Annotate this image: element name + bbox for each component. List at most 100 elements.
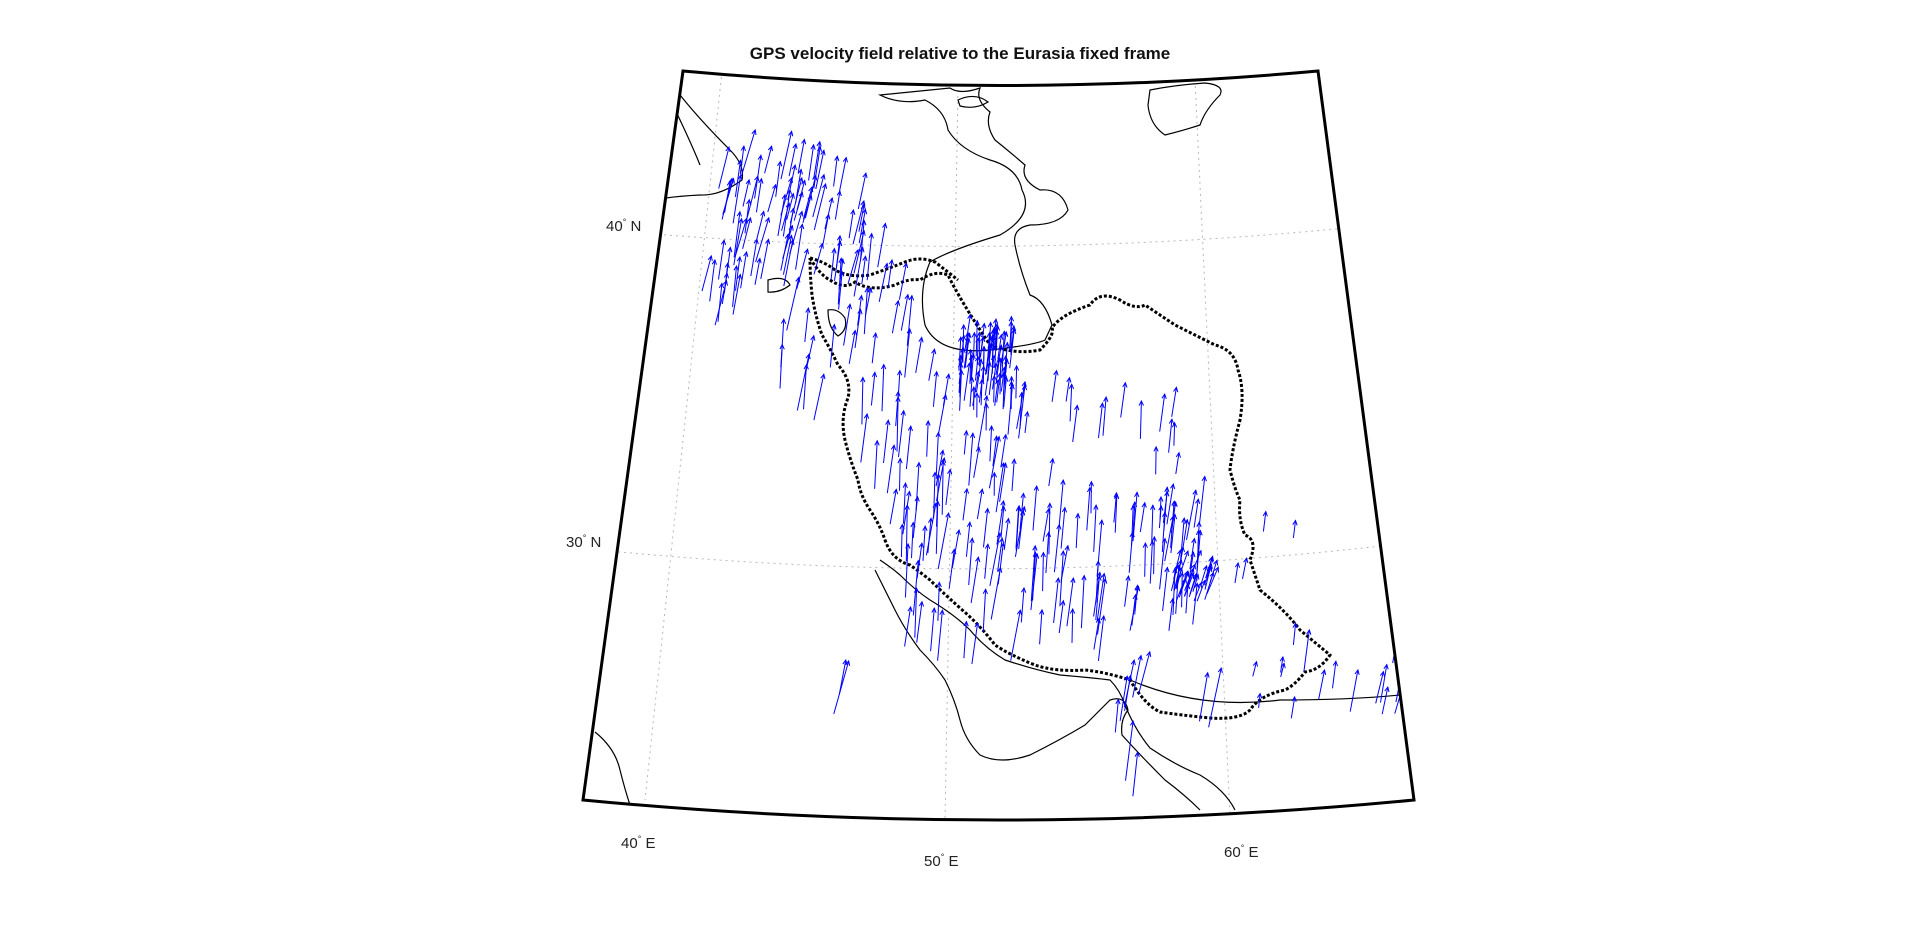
velocity-vector [1189, 538, 1195, 570]
velocity-vector [852, 200, 865, 245]
velocity-arrowhead [880, 363, 887, 370]
velocity-arrowhead [955, 528, 961, 536]
velocity-vector [861, 377, 864, 425]
velocity-vector [1159, 394, 1166, 432]
velocity-arrowhead [969, 376, 975, 383]
velocity-vector [1290, 696, 1296, 719]
velocity-vector [896, 397, 899, 452]
velocity-arrowhead [1005, 517, 1011, 524]
velocity-vector [945, 469, 951, 506]
graticule-grid [599, 71, 1391, 820]
velocity-arrowhead [818, 242, 824, 249]
velocity-arrowhead [982, 588, 988, 595]
velocity-vector [804, 335, 815, 375]
velocity-arrowhead [1000, 499, 1006, 506]
velocity-vector [941, 460, 944, 515]
lake-urmia [827, 309, 847, 337]
velocity-arrowhead [1129, 720, 1136, 727]
velocity-arrowhead [1243, 557, 1249, 564]
velocity-vector [1184, 564, 1196, 591]
velocity-arrowhead [746, 198, 752, 205]
velocity-vector [1280, 663, 1285, 678]
velocity-vector [887, 259, 893, 289]
velocity-vector [1125, 721, 1134, 781]
velocity-vector [1060, 545, 1069, 582]
velocity-arrowhead [860, 199, 866, 206]
velocity-vector [1098, 403, 1103, 438]
velocity-arrowhead [935, 431, 941, 438]
velocity-vector [1175, 452, 1180, 474]
velocity-vector [916, 601, 923, 643]
velocity-vector [1292, 520, 1296, 539]
velocity-vector [764, 146, 773, 174]
velocity-vector [963, 363, 970, 401]
velocity-arrowhead [1099, 402, 1105, 409]
velocity-vector [925, 503, 937, 556]
velocity-vector [829, 324, 835, 368]
graticule-lon-50 [944, 89, 959, 820]
velocity-arrowhead [1122, 381, 1128, 388]
velocity-vector [1380, 664, 1388, 703]
velocity-arrowhead [1171, 421, 1178, 428]
velocity-vector [742, 217, 751, 250]
velocity-arrowhead [1194, 582, 1200, 589]
velocity-arrowhead [1011, 327, 1017, 335]
velocity-arrowhead [1013, 364, 1020, 371]
velocity-vector [1018, 510, 1024, 549]
velocity-vector [1123, 660, 1135, 708]
velocity-vector [1199, 476, 1206, 524]
velocity-arrowhead [836, 190, 842, 197]
velocity-arrowhead [1151, 535, 1157, 542]
caspian-sea-coast [877, 86, 1069, 352]
velocity-vector [1048, 458, 1054, 487]
velocity-arrowhead [1395, 624, 1401, 631]
velocity-arrowhead [820, 173, 826, 180]
velocity-arrowhead [1161, 392, 1167, 399]
velocity-arrowhead [1292, 519, 1298, 526]
velocity-arrowhead [792, 142, 798, 149]
velocity-vector [740, 129, 756, 177]
velocity-vector [1000, 506, 1005, 537]
velocity-vector [1032, 552, 1036, 601]
velocity-arrowhead [1184, 550, 1189, 557]
velocity-vector [989, 533, 1001, 586]
velocity-vector [962, 324, 965, 363]
velocity-vector [739, 146, 745, 175]
velocity-arrowhead [1158, 495, 1164, 502]
caspian-inner-bay [957, 95, 990, 108]
velocity-arrowhead [947, 468, 953, 475]
velocity-vector [1139, 502, 1146, 532]
velocity-arrowhead [834, 155, 840, 162]
lon-label-50: 50° E [924, 852, 959, 870]
velocity-vector [1114, 699, 1119, 733]
velocity-vector [1042, 508, 1050, 542]
velocity-vector [1060, 507, 1066, 549]
velocity-vector [1065, 377, 1070, 402]
velocity-vector [926, 420, 929, 457]
velocity-arrowhead [963, 487, 970, 494]
velocity-vector [734, 218, 748, 258]
velocity-arrowhead [1194, 573, 1200, 580]
coastlines [594, 82, 1401, 811]
velocity-arrowhead [1086, 486, 1093, 493]
velocity-vector [1171, 387, 1177, 417]
gulf-of-oman-coast [1129, 679, 1401, 704]
velocity-arrowhead [1047, 502, 1053, 509]
velocity-arrowhead [861, 219, 867, 226]
velocity-vector [970, 355, 973, 380]
velocity-arrowhead [1153, 445, 1159, 452]
velocity-arrowhead [795, 276, 801, 283]
velocity-vector [999, 358, 1002, 395]
velocity-arrowhead [1045, 531, 1052, 538]
velocity-arrowhead [932, 471, 938, 478]
velocity-arrowhead [798, 210, 804, 217]
velocity-arrowhead [984, 543, 991, 550]
velocity-vector [991, 319, 997, 359]
velocity-vector [874, 440, 878, 489]
velocity-vector [1058, 480, 1064, 533]
velocity-arrowhead [707, 254, 713, 261]
velocity-vector [994, 379, 999, 406]
velocity-arrowhead [957, 361, 964, 368]
velocity-vector [709, 259, 716, 302]
velocity-vector [860, 413, 868, 463]
